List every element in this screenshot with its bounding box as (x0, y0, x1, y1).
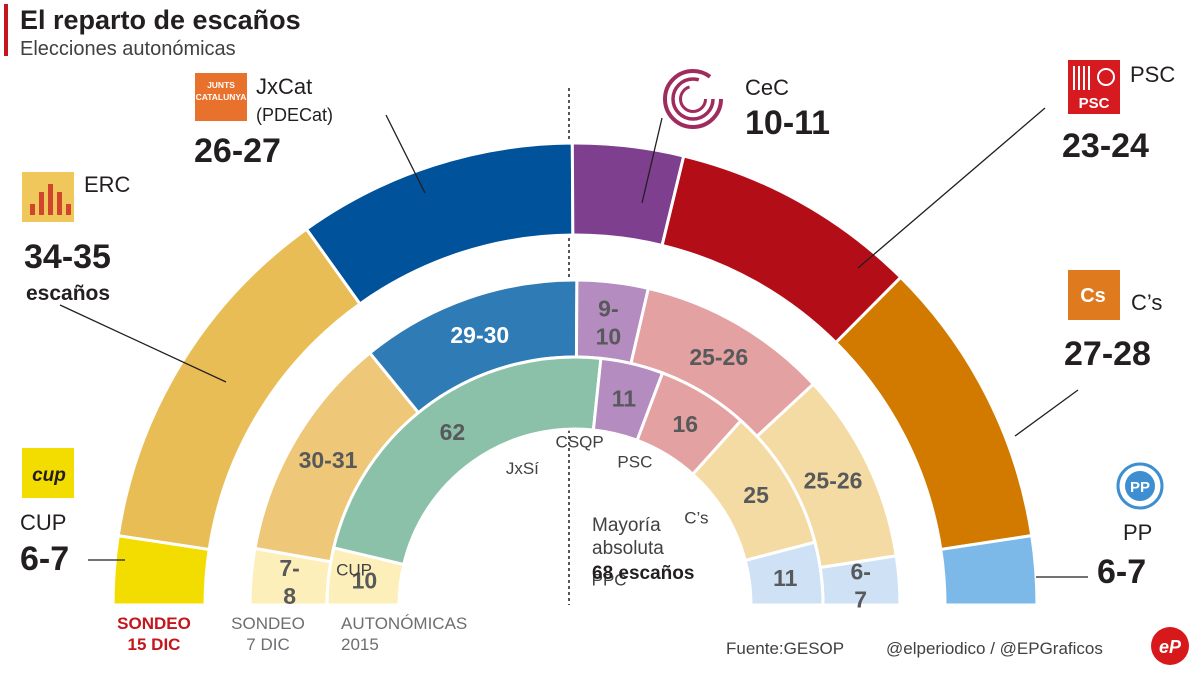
majority-label-line-2: absoluta (592, 538, 664, 559)
leader-line-jxcat (385, 114, 426, 194)
ring-2-party-label-psc: PSC (617, 453, 652, 472)
cup-seats: 6-7 (20, 540, 69, 578)
title-accent-bar (4, 4, 8, 56)
jxcat-logo-line-1: JUNTS (207, 80, 235, 90)
seat-rings (111, 141, 1039, 607)
ring-1-value-label-jxcat: 29-30 (450, 322, 509, 348)
ring-2-value-label-cup: 10 (352, 567, 378, 593)
psc-name: PSC (1130, 62, 1175, 87)
callout-erc: ERC 34-35 escaños (22, 172, 131, 305)
ring-1-value-label-erc: 30-31 (299, 447, 358, 473)
author-credit: @elperiodico / @EPGraficos (886, 639, 1103, 658)
ring-labels: SONDEO 15 DIC SONDEO 7 DIC AUTONÓMICAS 2… (117, 614, 467, 654)
ring-2-value-label-psc: 16 (672, 411, 698, 437)
cs-logo (1068, 270, 1120, 320)
cs-seats: 27-28 (1064, 335, 1151, 373)
ring-1-value-label-c-s: 25-26 (804, 467, 863, 493)
ring-0-segment-pp (939, 533, 1039, 607)
psc-seats: 23-24 (1062, 127, 1149, 165)
ring-1-value-label-pp: 6-7 (850, 558, 870, 612)
jxcat-name-sub: (PDECat) (256, 105, 333, 125)
ring-label-sondeo-15: SONDEO (117, 614, 191, 633)
pp-seats: 6-7 (1097, 553, 1146, 591)
jxcat-logo-line-2: CATALUNYA (196, 92, 247, 102)
ring-2-party-label-cup: CUP (336, 560, 372, 579)
ring-2-party-label-c-s: C’s (684, 509, 708, 528)
ring-2-value-label-jxs: 62 (440, 419, 466, 445)
cs-logo-text: Cs (1080, 285, 1106, 307)
erc-seats: 34-35 (24, 238, 111, 276)
ring-2-value-label-ppc: 11 (773, 565, 798, 591)
ring-2-party-label-csqp: CSQP (556, 433, 604, 452)
pp-logo-inner (1125, 471, 1155, 501)
cec-name: CeC (745, 75, 789, 100)
callout-cec: CeC 10-11 (663, 69, 830, 142)
ring-2-segment-ppc (743, 540, 825, 607)
cup-logo (22, 448, 74, 498)
page-title: El reparto de escaños (20, 5, 301, 35)
majority-label-line-1: Mayoría (592, 515, 661, 536)
leader-line-cs (1014, 389, 1079, 437)
jxcat-name: JxCat (256, 74, 312, 99)
ring-1-value-label-psc: 25-26 (689, 344, 748, 370)
callout-jxcat: JUNTS CATALUNYA JxCat (PDECat) 26-27 (194, 73, 333, 170)
ring-label-sondeo-7-date: 7 DIC (246, 635, 289, 654)
psc-logo (1068, 60, 1120, 114)
majority-label-line-3: 68 escaños (592, 563, 694, 584)
ring-2-party-label-ppc: PPC (592, 571, 627, 590)
ring-label-sondeo-7: SONDEO (231, 614, 305, 633)
ring-2-value-label-csqp: 11 (612, 386, 637, 412)
majority-label: Mayoría absoluta 68 escaños (592, 515, 694, 584)
ring-2-party-label-jxs: JxSí (506, 459, 539, 478)
ring-2-value-label-c-s: 25 (743, 482, 769, 508)
source-credit: Fuente:GESOP (726, 639, 844, 658)
leader-line-cec (641, 117, 663, 204)
erc-seats-unit: escaños (26, 282, 110, 305)
jxcat-seats: 26-27 (194, 132, 281, 170)
psc-logo-text: PSC (1079, 95, 1110, 112)
callout-pp: PP PP 6-7 (1097, 462, 1164, 591)
callout-cs: Cs C’s 27-28 (1064, 270, 1162, 373)
cup-name: CUP (20, 510, 66, 535)
cec-logo (663, 69, 723, 129)
callout-leader-lines (59, 107, 1088, 578)
ring-1-value-label-cec: 9-10 (596, 295, 622, 349)
ring-label-autonomicas: AUTONÓMICAS (341, 614, 467, 633)
leader-line-psc (857, 107, 1046, 269)
ring-label-sondeo-15-date: 15 DIC (128, 635, 181, 654)
callout-cup: cup CUP 6-7 (20, 448, 74, 578)
brand-logo-text: eP (1159, 637, 1182, 657)
psc-logo-rose (1097, 68, 1115, 86)
cs-name: C’s (1131, 290, 1162, 315)
erc-name: ERC (84, 172, 131, 197)
ring-label-autonomicas-year: 2015 (341, 635, 379, 654)
psc-logo-stripes (1073, 66, 1090, 90)
brand-logo (1151, 627, 1189, 665)
jxcat-logo (195, 73, 247, 121)
callout-psc: PSC PSC 23-24 (1062, 60, 1175, 165)
ring-1-value-label-cup: 7-8 (279, 555, 299, 609)
ring-0-segment-jxcat (304, 141, 575, 307)
page-subtitle: Elecciones autonómicas (20, 38, 236, 60)
leader-line-erc (59, 304, 227, 383)
cec-seats: 10-11 (745, 104, 830, 142)
erc-logo-icon (30, 184, 71, 215)
ring-2-segment-jxs (331, 355, 603, 567)
pp-logo-text: PP (1130, 479, 1150, 496)
pp-name: PP (1123, 520, 1152, 545)
cup-logo-text: cup (32, 465, 66, 486)
